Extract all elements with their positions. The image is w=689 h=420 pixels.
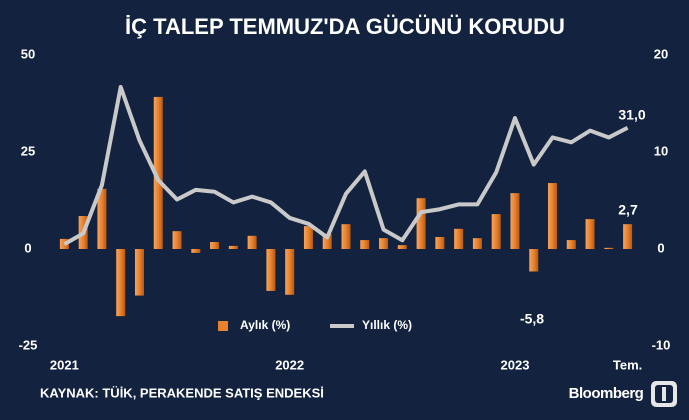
bar bbox=[116, 249, 126, 317]
bar bbox=[341, 224, 351, 249]
legend-label: Aylık (%) bbox=[240, 318, 290, 332]
bar bbox=[548, 183, 558, 249]
bar bbox=[322, 233, 332, 249]
bar bbox=[472, 238, 482, 249]
bar bbox=[454, 228, 464, 249]
logo bbox=[651, 381, 677, 407]
bar bbox=[566, 240, 576, 249]
bar bbox=[529, 249, 539, 272]
bar bbox=[153, 96, 163, 250]
annotation: -5,8 bbox=[520, 311, 544, 327]
legend-swatch bbox=[218, 321, 228, 331]
y2-tick-label: -10 bbox=[652, 337, 671, 352]
y-tick-label: 0 bbox=[24, 240, 31, 255]
bar bbox=[360, 240, 370, 249]
y-tick-label: -25 bbox=[19, 337, 38, 352]
x-tick-label: 2023 bbox=[501, 357, 530, 372]
line bbox=[63, 85, 629, 246]
bar bbox=[379, 238, 389, 249]
x-tick-label: Tem. bbox=[613, 357, 642, 372]
brand: Bloomberg bbox=[569, 385, 644, 402]
bar bbox=[510, 193, 520, 249]
bar bbox=[491, 214, 501, 249]
bar bbox=[247, 235, 257, 249]
x-tick-label: 2021 bbox=[50, 357, 79, 372]
source: KAYNAK: TÜİK, PERAKENDE SATIŞ ENDEKSİ bbox=[40, 385, 324, 400]
bar bbox=[172, 231, 182, 249]
y2-tick-label: 20 bbox=[654, 46, 668, 61]
y-tick-label: 25 bbox=[21, 143, 35, 158]
bar bbox=[585, 219, 595, 249]
bar bbox=[228, 245, 238, 249]
bar bbox=[416, 198, 426, 249]
bar bbox=[303, 226, 313, 249]
bar bbox=[191, 249, 201, 253]
legend-label: Yıllık (%) bbox=[362, 318, 412, 332]
y-tick-label: 50 bbox=[21, 46, 35, 61]
y2-tick-label: 10 bbox=[654, 143, 668, 158]
bar bbox=[604, 247, 614, 249]
bar bbox=[285, 249, 295, 295]
bar bbox=[97, 188, 107, 249]
annotation: 2,7 bbox=[618, 202, 638, 218]
annotation: 31,0 bbox=[618, 107, 645, 123]
x-tick-label: 2022 bbox=[275, 357, 304, 372]
bar bbox=[397, 245, 407, 249]
bar bbox=[623, 224, 633, 249]
bar bbox=[134, 249, 144, 296]
bar bbox=[266, 249, 276, 291]
bar bbox=[435, 236, 445, 249]
bar bbox=[210, 242, 220, 249]
y2-tick-label: 0 bbox=[657, 240, 664, 255]
chart-title: İÇ TALEP TEMMUZ'DA GÜCÜNÜ KORUDU bbox=[125, 14, 565, 39]
